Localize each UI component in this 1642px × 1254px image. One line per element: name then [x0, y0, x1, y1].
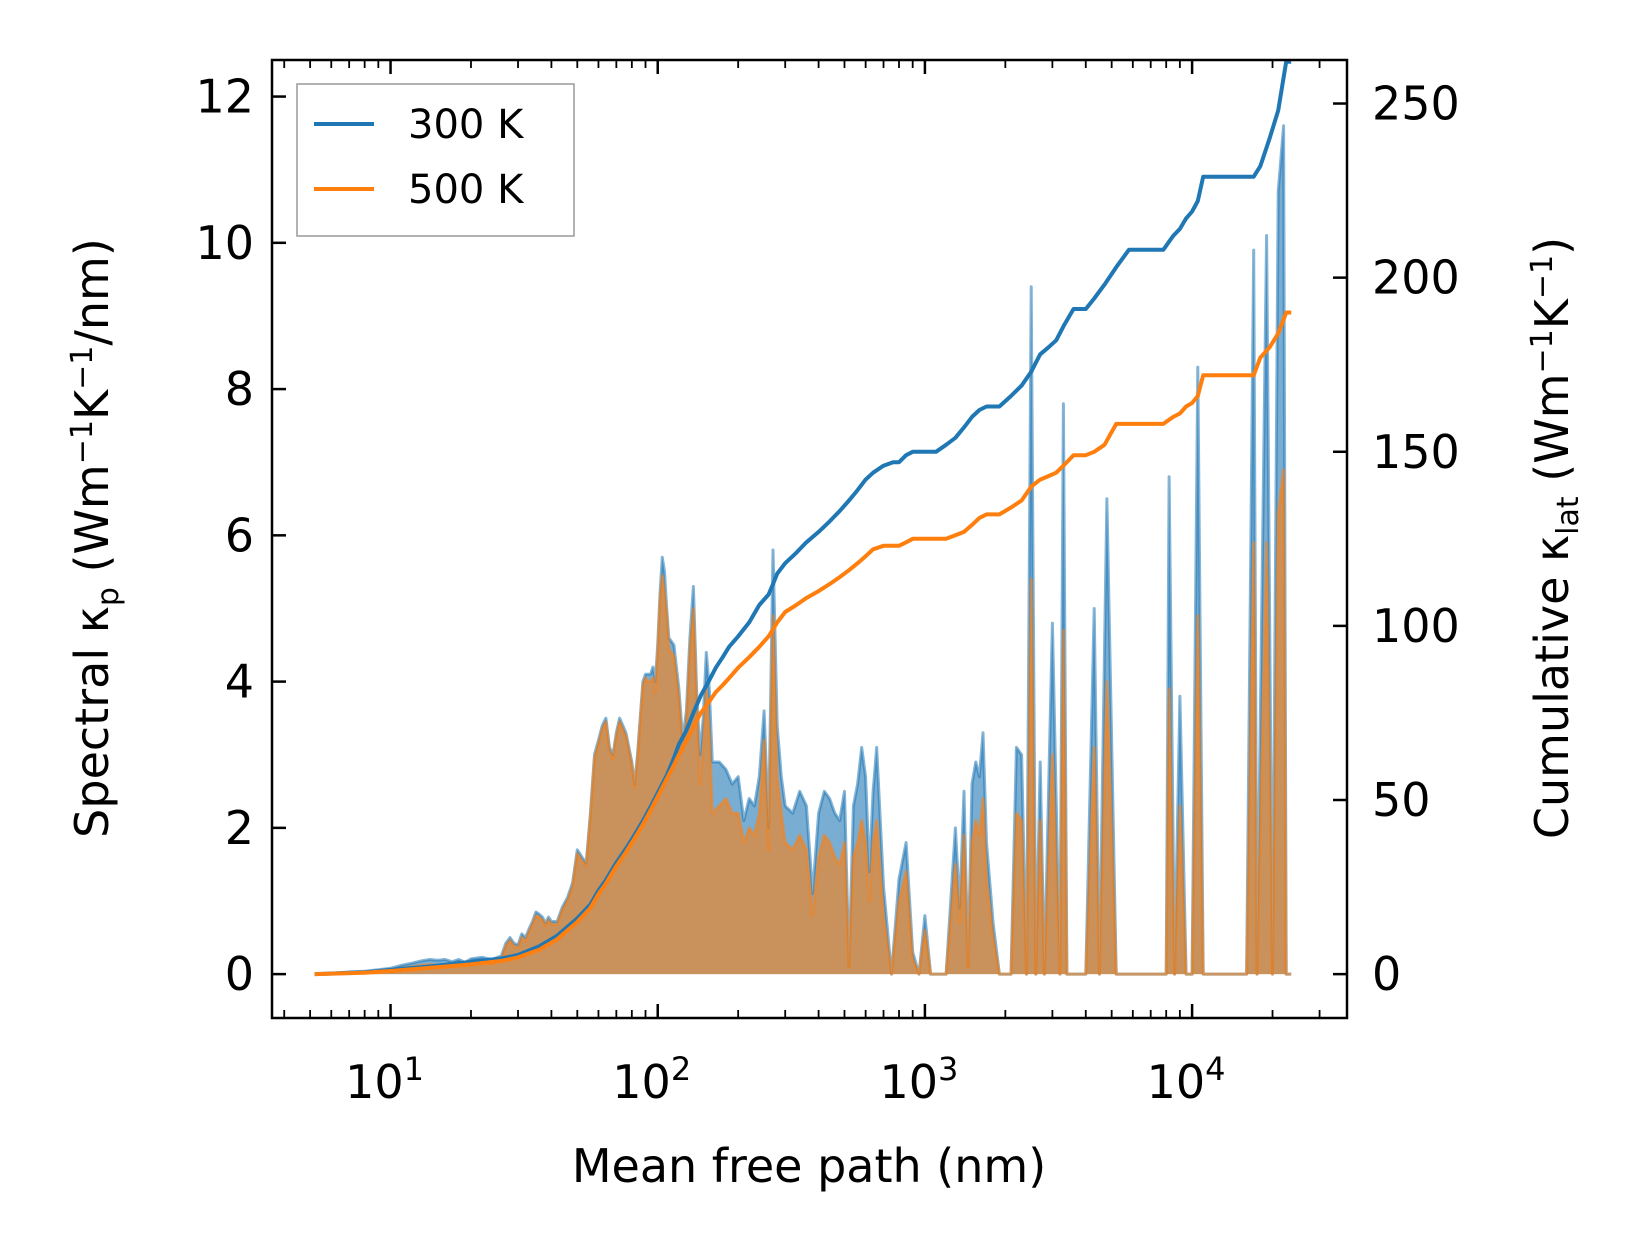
axis-ticks: 101 102 103 104 0 2 4 6 8 10 12 0 50 100 150 200 250 — [195, 60, 1460, 1109]
x-tick-label: 103 — [879, 1050, 958, 1109]
y-axis-left-label: Spectral κp (Wm−1K−1/nm) — [65, 238, 126, 838]
x-axis-label: Mean free path (nm) — [572, 1139, 1046, 1193]
spectral-edge-300k — [314, 124, 1292, 976]
y-right-tick-label: 50 — [1372, 773, 1431, 827]
y-right-tick-label: 150 — [1372, 425, 1460, 479]
legend-box — [296, 83, 575, 237]
x-tick-label: 104 — [1147, 1050, 1226, 1109]
y-right-tick-label: 250 — [1372, 77, 1460, 131]
plot-frame — [270, 58, 1349, 1020]
y-left-tick-label: 10 — [195, 216, 254, 270]
spectral-areas — [314, 124, 1292, 976]
legend-label-300k: 300 K — [408, 102, 525, 148]
x-tick-label: 102 — [612, 1050, 691, 1109]
y-left-tick-label: 4 — [225, 655, 254, 709]
legend-label-500k: 500 K — [408, 167, 525, 213]
cumulative-line-500k — [314, 310, 1292, 977]
x-tick-label: 101 — [345, 1050, 424, 1109]
y-axis-right-label: Cumulative κlat (Wm−1K−1) — [1525, 237, 1586, 839]
spectral-edge-500k — [314, 468, 1292, 976]
y-left-tick-label: 8 — [225, 362, 254, 416]
cumulative-lines — [314, 60, 1292, 977]
y-left-tick-label: 2 — [225, 801, 254, 855]
y-right-tick-label: 100 — [1372, 599, 1460, 653]
y-left-tick-label: 0 — [225, 947, 254, 1001]
y-left-tick-label: 12 — [195, 70, 254, 124]
legend: 300 K 500 K — [296, 83, 575, 237]
y-right-tick-label: 0 — [1372, 947, 1401, 1001]
y-right-tick-label: 200 — [1372, 251, 1460, 305]
y-left-tick-label: 6 — [225, 508, 254, 562]
